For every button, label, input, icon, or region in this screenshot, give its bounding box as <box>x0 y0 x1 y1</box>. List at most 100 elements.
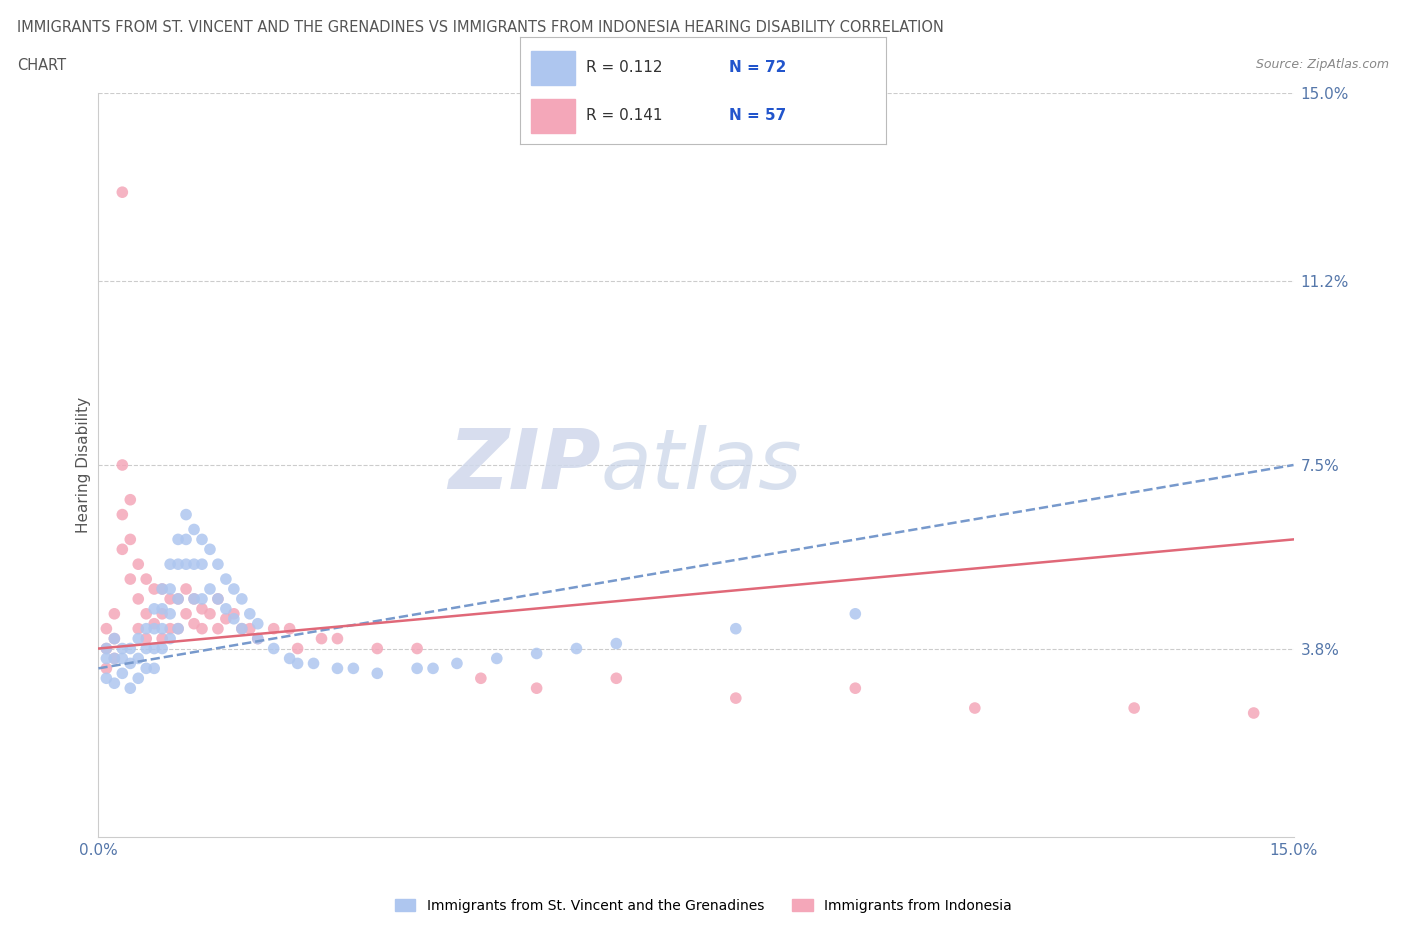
Point <box>565 641 588 656</box>
Point <box>311 631 333 646</box>
Point <box>263 641 285 656</box>
Point <box>198 606 221 621</box>
Point <box>215 572 238 587</box>
Point <box>96 661 118 676</box>
Point <box>167 532 190 547</box>
Point <box>446 656 468 671</box>
Point <box>127 591 149 606</box>
Point <box>263 621 285 636</box>
Point <box>844 681 866 696</box>
Text: Source: ZipAtlas.com: Source: ZipAtlas.com <box>1256 58 1389 71</box>
Point <box>231 621 253 636</box>
Point <box>485 651 508 666</box>
Point <box>127 557 149 572</box>
Point <box>1243 706 1265 721</box>
Point <box>135 621 157 636</box>
Point <box>174 532 197 547</box>
Point <box>246 631 269 646</box>
Point <box>422 661 444 676</box>
Point <box>150 621 173 636</box>
Point <box>215 602 238 617</box>
Point <box>406 661 429 676</box>
Text: IMMIGRANTS FROM ST. VINCENT AND THE GRENADINES VS IMMIGRANTS FROM INDONESIA HEAR: IMMIGRANTS FROM ST. VINCENT AND THE GREN… <box>17 20 943 35</box>
Point <box>326 631 349 646</box>
Point <box>215 611 238 626</box>
Point <box>167 591 190 606</box>
Point <box>174 507 197 522</box>
Point <box>1123 700 1146 715</box>
Point <box>605 671 627 685</box>
Point <box>302 656 325 671</box>
Point <box>135 661 157 676</box>
Point <box>150 606 173 621</box>
Point <box>278 621 301 636</box>
Point <box>111 185 134 200</box>
Point <box>120 641 142 656</box>
Point <box>103 651 125 666</box>
Point <box>96 621 118 636</box>
Point <box>167 591 190 606</box>
Point <box>191 591 214 606</box>
Point <box>143 617 166 631</box>
Point <box>143 661 166 676</box>
Point <box>963 700 986 715</box>
Point <box>159 591 181 606</box>
Point <box>111 641 134 656</box>
Bar <box>531 100 575 134</box>
Point <box>120 492 142 507</box>
Text: R = 0.112: R = 0.112 <box>586 60 662 74</box>
Point <box>191 602 214 617</box>
Point <box>127 631 149 646</box>
Point <box>287 656 309 671</box>
Point <box>143 602 166 617</box>
Point <box>724 621 747 636</box>
Text: N = 57: N = 57 <box>728 108 786 123</box>
Point <box>111 458 134 472</box>
Point <box>183 557 205 572</box>
Point <box>111 666 134 681</box>
Point <box>127 651 149 666</box>
Point <box>191 532 214 547</box>
Point <box>103 651 125 666</box>
Point <box>96 641 118 656</box>
Point <box>120 681 142 696</box>
Point <box>231 621 253 636</box>
Point <box>207 557 229 572</box>
Point <box>191 557 214 572</box>
Y-axis label: Hearing Disability: Hearing Disability <box>76 397 91 533</box>
Point <box>143 621 166 636</box>
Point <box>246 617 269 631</box>
Point <box>724 691 747 706</box>
Point <box>174 557 197 572</box>
Text: CHART: CHART <box>17 58 66 73</box>
Point <box>103 631 125 646</box>
Point <box>103 606 125 621</box>
Point <box>342 661 364 676</box>
Point <box>167 621 190 636</box>
Point <box>183 617 205 631</box>
Point <box>183 591 205 606</box>
Point <box>150 602 173 617</box>
Point <box>231 591 253 606</box>
Point <box>103 676 125 691</box>
Point <box>198 581 221 596</box>
Point <box>207 591 229 606</box>
Point <box>174 581 197 596</box>
Point <box>135 641 157 656</box>
Point <box>287 641 309 656</box>
Text: N = 72: N = 72 <box>728 60 786 74</box>
Point <box>135 631 157 646</box>
Point <box>103 631 125 646</box>
Point <box>111 507 134 522</box>
Point <box>150 581 173 596</box>
Text: atlas: atlas <box>600 424 801 506</box>
Point <box>96 651 118 666</box>
Point <box>174 606 197 621</box>
Point <box>127 671 149 685</box>
Point <box>326 661 349 676</box>
Point <box>222 606 245 621</box>
Point <box>191 621 214 636</box>
Point <box>135 572 157 587</box>
Bar <box>531 51 575 86</box>
Point <box>159 581 181 596</box>
